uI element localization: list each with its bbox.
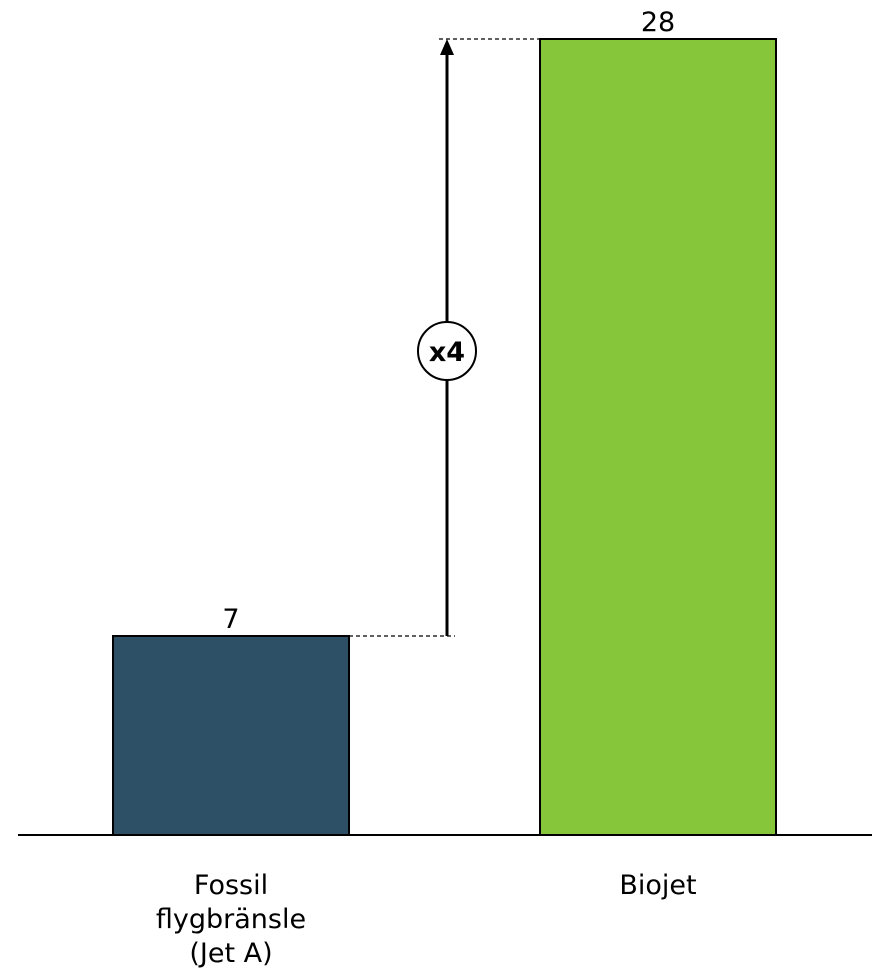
multiplier-label: x4 <box>429 337 465 368</box>
category-label-0-line-2: (Jet A) <box>189 938 272 968</box>
bar-1 <box>539 38 777 836</box>
category-label-1: Biojet <box>619 870 696 901</box>
bars-layer <box>112 38 777 836</box>
multiplier-arrow-head <box>440 39 454 55</box>
category-label-0: Fossil flygbränsle (Jet A) <box>156 870 306 968</box>
bar-value-label-1: 28 <box>641 7 675 38</box>
category-label-1-line-0: Biojet <box>619 870 696 901</box>
bar-value-label-0: 7 <box>222 604 239 635</box>
comparison-guides: x4 <box>349 38 540 637</box>
multiplier-badge <box>417 321 477 381</box>
bar-0 <box>112 635 350 836</box>
labels-layer: 7 Fossil flygbränsle (Jet A) 28 Biojet <box>156 7 697 968</box>
category-label-0-line-0: Fossil <box>194 870 268 901</box>
category-label-0-line-1: flygbränsle <box>156 904 306 935</box>
